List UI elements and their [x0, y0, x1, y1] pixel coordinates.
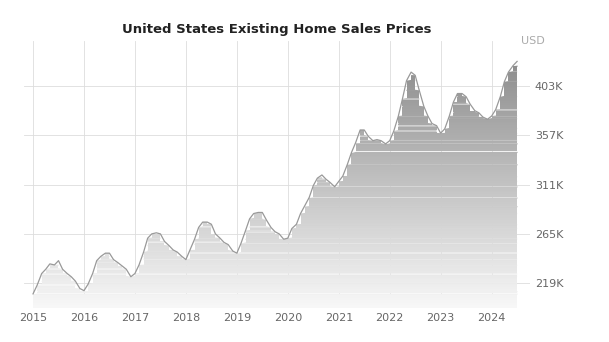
- Title: United States Existing Home Sales Prices: United States Existing Home Sales Prices: [122, 23, 432, 36]
- Text: USD: USD: [521, 36, 545, 46]
